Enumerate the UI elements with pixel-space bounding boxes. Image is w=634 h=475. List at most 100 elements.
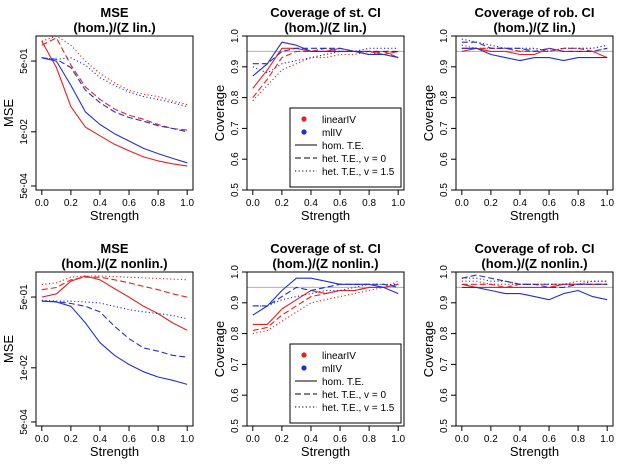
panel-cov-st-nonlin: Coverage of st. CI(hom.)/(Z nonlin.) 0.0 0… <box>212 241 406 459</box>
y-tick-label: 0.5 <box>230 419 241 433</box>
y-tick-label: 0.5 <box>439 419 450 433</box>
legend-label: hom. T.E. <box>322 141 364 152</box>
x-tick-label: 0.0 <box>35 198 49 209</box>
series-line-linearIV-dashed <box>252 283 399 332</box>
legend-label: het. T.E., v = 1.5 <box>322 403 395 414</box>
series-line-linearIV-dotted <box>461 44 608 52</box>
series-line-linearIV-dashed <box>41 37 188 131</box>
plot-frame <box>246 271 405 427</box>
x-tick-label: 0.4 <box>93 198 107 209</box>
y-axis-label: MSE <box>1 99 16 128</box>
series-line-mlIV-solid <box>461 286 608 301</box>
x-tick-label: 0.4 <box>304 434 318 445</box>
x-tick-label: 1.0 <box>180 198 194 209</box>
y-tick-label: 0.6 <box>230 152 241 166</box>
y-tick-label: 0.7 <box>439 121 450 135</box>
plot-frame <box>455 35 614 191</box>
x-axis-label: Strength <box>90 444 139 459</box>
legend-label: het. T.E., v = 1.5 <box>322 167 395 178</box>
x-tick-label: 1.0 <box>391 434 405 445</box>
y-tick-label: 1.0 <box>439 265 450 279</box>
x-tick-label: 0.2 <box>484 198 498 209</box>
legend-box <box>289 107 402 188</box>
plot-frame <box>246 35 405 191</box>
x-tick-label: 0.8 <box>571 434 585 445</box>
legend-label: hom. T.E. <box>322 377 364 388</box>
legend-marker-mlIV <box>301 129 307 135</box>
legend-label: het. T.E., v = 0 <box>322 154 386 165</box>
series-line-linearIV-dotted <box>252 280 399 335</box>
x-axis-label: Strength <box>510 208 559 223</box>
panel-mse-lin: MSE(hom.)/(Z lin.)0.0 0.2 0.4 0.6 0.8 1.0Stre… <box>1 5 195 223</box>
y-axis-label: Coverage <box>421 321 436 377</box>
legend-marker-linearIV <box>301 352 307 358</box>
series-line-linearIV-solid <box>252 283 399 325</box>
y-tick-label: 1.0 <box>230 29 241 43</box>
x-tick-label: 0.6 <box>333 434 347 445</box>
x-tick-label: 0.6 <box>333 198 347 209</box>
x-tick-label: 0.4 <box>513 434 527 445</box>
panel-title: Coverage of st. CI <box>270 5 381 20</box>
y-tick-label: 0.8 <box>230 326 241 340</box>
panel-subtitle: (hom.)/(Z nonlin.) <box>481 256 587 271</box>
x-tick-label: 0.0 <box>246 198 260 209</box>
x-tick-label: 0.0 <box>455 198 469 209</box>
y-tick-label: 0.7 <box>230 357 241 371</box>
panel-title: Coverage of rob. CI <box>475 241 595 256</box>
y-tick-label: 0.7 <box>439 357 450 371</box>
legend-label: het. T.E., v = 0 <box>322 390 386 401</box>
x-tick-label: 0.4 <box>93 434 107 445</box>
x-tick-label: 0.2 <box>275 198 289 209</box>
panel-subtitle: (hom.)/(Z nonlin.) <box>272 256 378 271</box>
y-axis-label: Coverage <box>421 85 436 141</box>
x-tick-label: 1.0 <box>180 434 194 445</box>
x-tick-label: 0.8 <box>571 198 585 209</box>
series-line-linearIV-dashed <box>41 276 188 298</box>
series-line-mlIV-dotted <box>461 277 608 285</box>
series-line-linearIV-solid <box>461 47 608 59</box>
series-line-linearIV-dotted <box>41 35 188 106</box>
panel-cov-st-lin: Coverage of st. CI(hom.)/(Z lin.) 0.0 0.2 0… <box>212 5 406 223</box>
x-tick-label: 0.8 <box>362 434 376 445</box>
x-tick-label: 0.0 <box>35 434 49 445</box>
y-tick-label: 1.0 <box>439 29 450 43</box>
y-tick-label: 0.8 <box>439 326 450 340</box>
series-line-mlIV-solid <box>41 300 188 385</box>
series-line-mlIV-dashed <box>252 283 399 307</box>
y-tick-label: 0.9 <box>439 59 450 73</box>
x-tick-label: 1.0 <box>391 198 405 209</box>
y-tick-label: 5e-01 <box>19 284 30 310</box>
x-tick-label: 0.4 <box>513 198 527 209</box>
y-tick-label: 0.5 <box>439 183 450 197</box>
y-tick-label: 5e-04 <box>19 173 30 199</box>
panel-title: Coverage of st. CI <box>270 241 381 256</box>
y-tick-label: 5e-01 <box>19 48 30 74</box>
series-line-mlIV-dotted <box>252 47 399 74</box>
x-axis-label: Strength <box>90 208 139 223</box>
x-tick-label: 0.8 <box>362 198 376 209</box>
series-line-mlIV-solid <box>252 41 399 77</box>
x-tick-label: 0.6 <box>542 198 556 209</box>
x-tick-label: 0.2 <box>64 198 78 209</box>
x-tick-label: 0.2 <box>275 434 289 445</box>
legend: linearIV mlIV hom. T.E. het. T.E., v = 0 het… <box>289 343 402 424</box>
plot-frame <box>455 271 614 427</box>
legend-marker-linearIV <box>301 116 307 122</box>
series-line-mlIV-solid <box>41 57 188 164</box>
panel-title: Coverage of rob. CI <box>475 5 595 20</box>
series-line-linearIV-dashed <box>252 47 399 98</box>
legend: linearIV mlIV hom. T.E. het. T.E., v = 0 het… <box>289 107 402 188</box>
y-tick-label: 1e-02 <box>19 119 30 145</box>
x-tick-label: 0.6 <box>122 434 136 445</box>
y-axis-label: Coverage <box>212 85 227 141</box>
x-axis-label: Strength <box>301 444 350 459</box>
series-line-mlIV-dashed <box>41 300 188 358</box>
x-tick-label: 0.0 <box>455 434 469 445</box>
y-tick-label: 0.9 <box>439 295 450 309</box>
panel-mse-nonlin: MSE(hom.)/(Z nonlin.)0.0 0.2 0.4 0.6 0.8 1.0S… <box>1 241 195 459</box>
series-line-mlIV-dashed <box>252 47 399 65</box>
y-tick-label: 0.6 <box>230 388 241 402</box>
y-tick-label: 0.8 <box>439 90 450 104</box>
plot-frame <box>35 271 194 427</box>
